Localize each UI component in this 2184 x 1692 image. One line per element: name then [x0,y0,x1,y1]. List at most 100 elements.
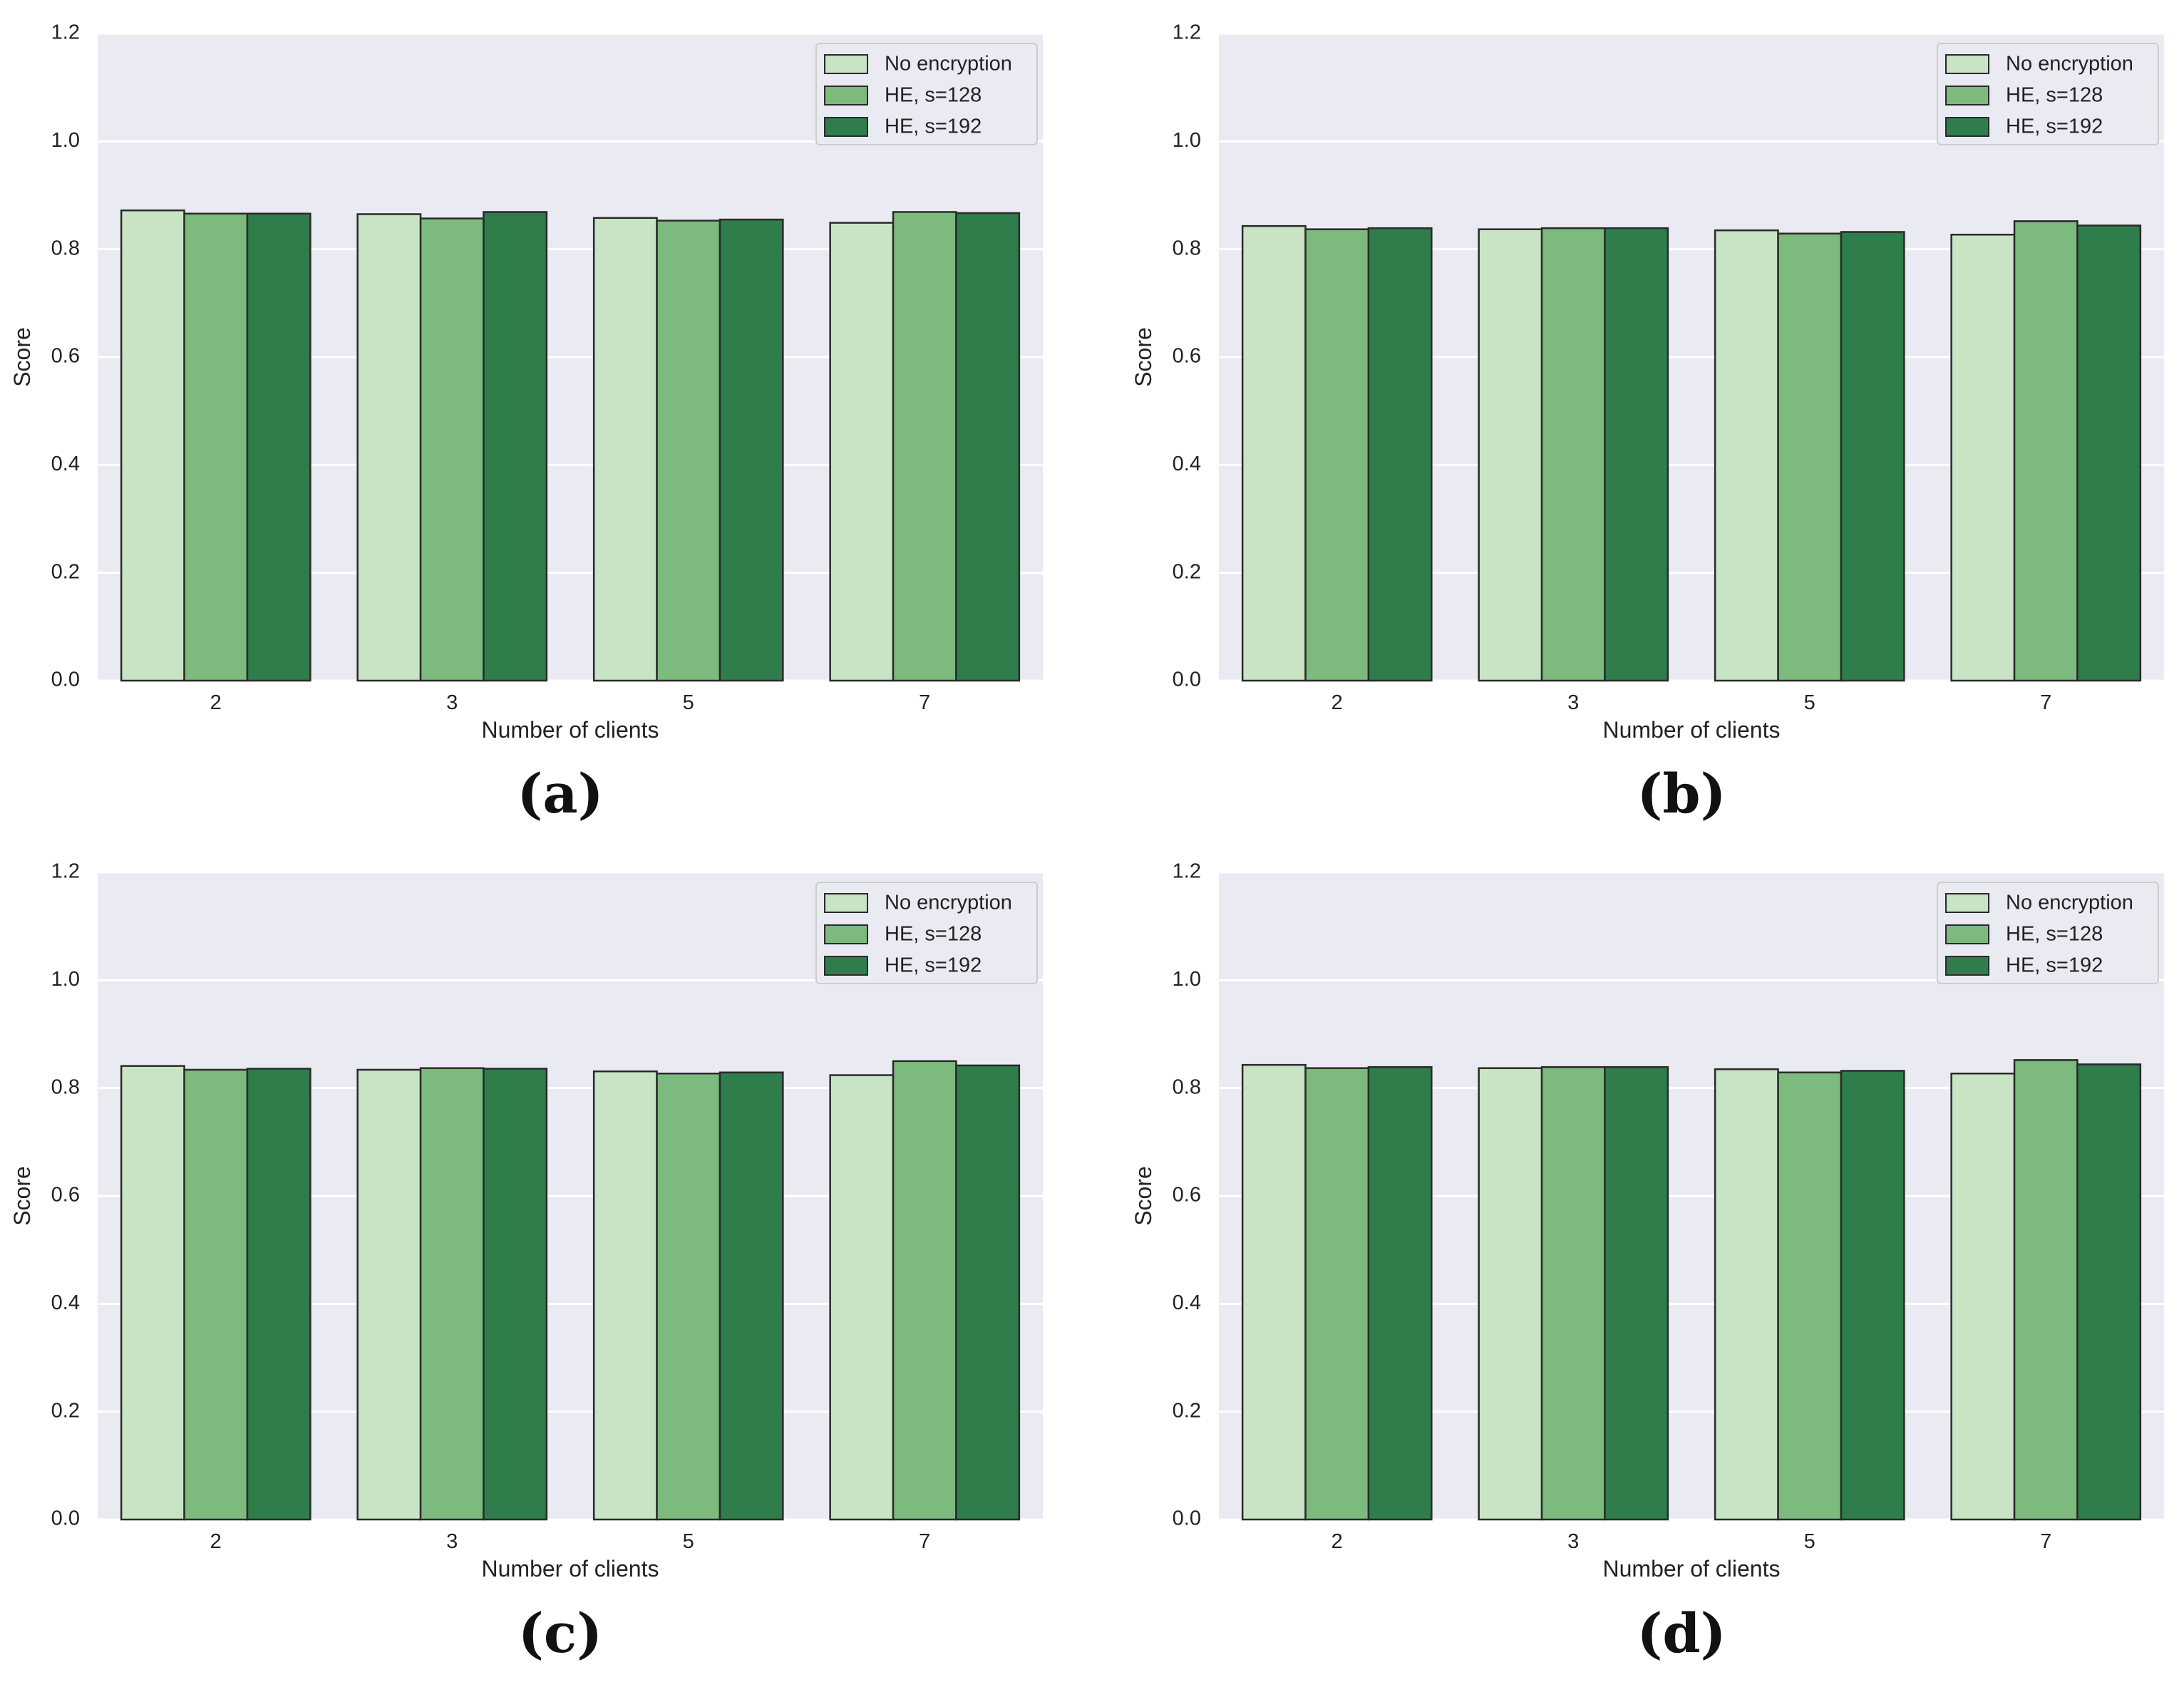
y-tick-label: 0.6 [1173,1184,1201,1207]
y-tick-label: 0.2 [51,1399,80,1422]
bar [1241,1063,1307,1521]
bar [1840,231,1905,682]
y-tick-label: 0.0 [1173,669,1201,691]
x-tick-label: 5 [1804,691,1815,714]
y-tick-label: 0.4 [51,453,80,475]
bar [829,222,895,682]
panel-caption: (c) [518,1601,602,1665]
legend-label: HE, s=128 [2006,923,2103,946]
bar [483,211,548,682]
bar [120,1065,185,1521]
x-tick-label: 3 [1567,691,1579,714]
y-tick-label: 1.0 [51,129,80,152]
legend-label: No encryption [885,892,1012,914]
x-tick-label: 5 [683,1530,694,1553]
legend-label: HE, s=192 [885,115,982,138]
bar [246,1068,311,1521]
legend-swatch [824,86,868,105]
bar [1241,225,1307,682]
x-tick-label: 3 [1567,1530,1579,1553]
chart-panel-d: 0.0 0.2 0.4 0.6 0.8 1.0 1.2 2 3 5 7 Number of clien… [1130,860,2164,1665]
legend-label: HE, s=192 [2006,115,2103,138]
bar [1840,1070,1905,1521]
y-tick-label: 0.4 [51,1291,80,1314]
bar [829,1074,895,1521]
legend-swatch [824,117,868,137]
bar [592,1070,658,1521]
x-tick-label: 7 [919,691,930,714]
y-tick-label: 0.0 [51,669,80,691]
panel-caption: (a) [517,762,603,825]
bar [1604,1066,1669,1521]
bar [120,209,185,682]
bar [1777,1071,1843,1521]
y-axis-label: Score [1130,327,1156,387]
bar [2076,1063,2142,1521]
y-axis-label: Score [9,1166,35,1226]
legend: No encryption HE, s=128 HE, s=192 [1937,43,2159,145]
bar [892,211,957,682]
x-tick-label: 7 [2040,1530,2051,1553]
bar [892,1060,957,1521]
panel-caption: (d) [1637,1601,1726,1665]
y-tick-label: 0.2 [1173,1399,1201,1422]
legend-label: HE, s=192 [2006,954,2103,977]
bar [356,1068,422,1521]
y-tick-label: 1.2 [1173,860,1201,883]
legend-box [1937,43,2159,145]
y-axis-label: Score [1130,1166,1156,1226]
legend-label: HE, s=192 [885,954,982,977]
legend-box [815,882,1038,984]
y-tick-label: 0.4 [1173,453,1201,475]
legend-box [815,43,1038,145]
x-axis-label: Number of clients [1603,717,1781,743]
x-tick-label: 2 [1331,691,1343,714]
y-tick-label: 1.0 [1173,968,1201,991]
y-tick-label: 1.0 [51,968,80,991]
bar [1478,1067,1543,1521]
legend-swatch [1945,893,1989,913]
y-tick-label: 0.8 [1173,1075,1201,1098]
bar [2076,225,2142,682]
bar [592,217,658,682]
y-tick-label: 0.6 [51,345,80,368]
legend-label: HE, s=128 [885,923,982,946]
bar [1777,232,1843,682]
legend-label: No encryption [2006,53,2133,76]
chart-panel-b: 0.0 0.2 0.4 0.6 0.8 1.0 1.2 2 3 5 7 Number of clien… [1130,21,2164,825]
legend-swatch [824,956,868,976]
legend-label: HE, s=128 [2006,84,2103,107]
bar [183,212,249,682]
bar [246,212,311,682]
bar [955,1064,1021,1521]
x-tick-label: 2 [210,1530,222,1553]
bar [2013,220,2079,682]
bar [419,217,485,682]
bar [718,218,784,682]
x-tick-label: 5 [683,691,694,714]
y-tick-label: 0.2 [51,560,80,583]
panel-caption: (b) [1637,762,1726,825]
y-tick-label: 0.2 [1173,560,1201,583]
y-tick-label: 0.8 [1173,237,1201,259]
legend: No encryption HE, s=128 HE, s=192 [815,882,1038,984]
y-tick-label: 1.2 [51,860,80,883]
y-tick-label: 0.8 [51,1075,80,1098]
bar [1714,1068,1779,1521]
bar [1478,228,1543,682]
legend-swatch [1945,924,1989,944]
y-tick-label: 0.4 [1173,1291,1201,1314]
bar [1604,227,1669,682]
y-tick-label: 0.8 [51,237,80,259]
legend-swatch [824,54,868,74]
legend: No encryption HE, s=128 HE, s=192 [815,43,1038,145]
x-axis-label: Number of clients [1603,1556,1781,1582]
y-tick-label: 0.6 [1173,345,1201,368]
bar [356,213,422,682]
legend-swatch [1945,956,1989,976]
x-tick-label: 2 [1331,1530,1343,1553]
y-tick-label: 1.2 [1173,21,1201,44]
bar [1367,227,1433,682]
bar [2013,1059,2079,1521]
legend-label: HE, s=128 [885,84,982,107]
